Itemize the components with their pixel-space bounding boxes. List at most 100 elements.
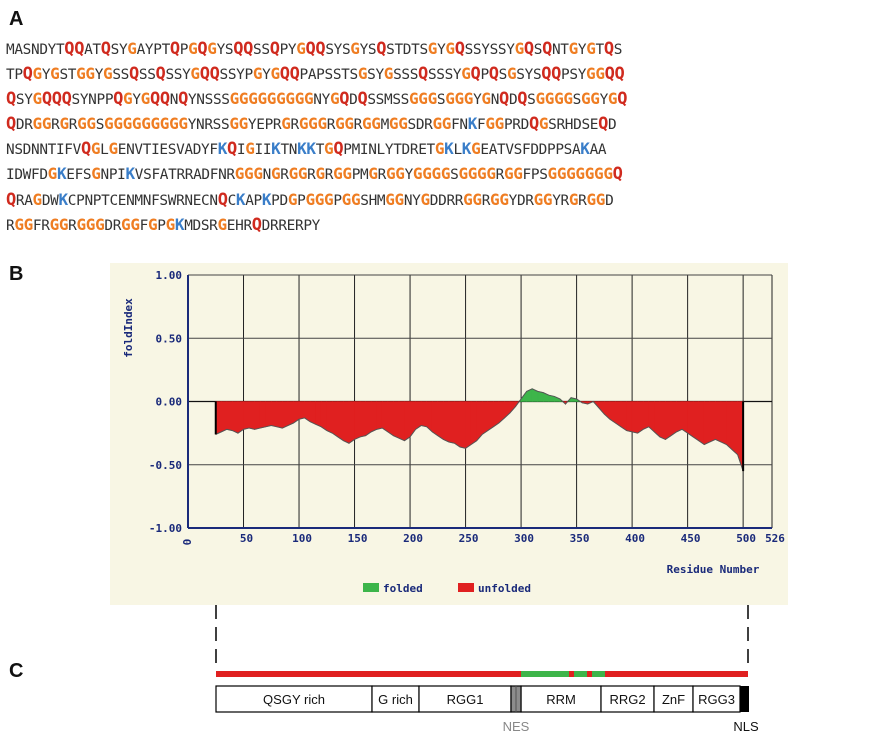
residue-q: Q xyxy=(289,64,300,85)
residue-g: G xyxy=(296,39,306,58)
residue-g: G xyxy=(234,164,245,184)
residue: M xyxy=(384,92,393,109)
unfolded-segment xyxy=(637,401,644,434)
residue-g: G xyxy=(127,39,137,58)
residue-q: Q xyxy=(517,89,528,110)
residue-g: G xyxy=(248,89,258,109)
residue-g: G xyxy=(141,114,151,134)
domain-label: RRM xyxy=(546,692,576,707)
residue: S xyxy=(386,42,395,58)
residue-g: G xyxy=(140,89,151,109)
x-tick-label: 500 xyxy=(736,532,756,545)
residue-q: Q xyxy=(178,89,188,110)
residue: T xyxy=(497,142,506,159)
residue: W xyxy=(167,192,177,209)
residue-g: G xyxy=(490,189,500,209)
residue: P xyxy=(96,92,106,109)
residue: E xyxy=(286,217,296,234)
residue-q: Q xyxy=(528,114,539,135)
residue-g: G xyxy=(49,214,60,234)
residue-g: G xyxy=(388,114,399,134)
residue-g: G xyxy=(412,164,423,184)
residue: L xyxy=(453,142,462,159)
residue-g: G xyxy=(297,164,308,184)
residue: S xyxy=(159,192,168,209)
disorder-bar xyxy=(216,671,748,677)
residue: R xyxy=(512,117,521,134)
unfolded-segment xyxy=(387,401,394,437)
unfolded-segment xyxy=(343,401,350,444)
unfolded-segment xyxy=(703,401,711,445)
residue: E xyxy=(480,142,489,159)
residue: D xyxy=(438,192,447,209)
residue: A xyxy=(597,142,607,159)
residue: Y xyxy=(262,67,271,84)
residue-g: G xyxy=(533,189,544,209)
residue: P xyxy=(279,42,289,58)
panel-label-a: A xyxy=(9,8,24,30)
residue: D xyxy=(192,142,202,159)
residue: N xyxy=(126,192,135,209)
residue: F xyxy=(64,142,73,159)
residue-g: G xyxy=(434,139,445,159)
residue-g: G xyxy=(594,164,604,184)
residue: P xyxy=(303,217,312,234)
residue: S xyxy=(516,67,525,84)
residue-q: Q xyxy=(80,139,91,160)
domain-label: RGG3 xyxy=(698,692,735,707)
residue: S xyxy=(95,117,105,134)
residue-g: G xyxy=(324,139,334,159)
residue-g: G xyxy=(90,139,101,159)
unfolded-segment xyxy=(326,401,333,434)
unfolded-segment xyxy=(226,401,233,431)
residue-g: G xyxy=(427,89,438,109)
residue: Y xyxy=(236,67,245,84)
residue: H xyxy=(368,192,378,209)
residue: P xyxy=(253,192,263,209)
residue-q: Q xyxy=(542,39,552,59)
residue: A xyxy=(159,167,169,184)
residue: M xyxy=(184,217,193,234)
residue: D xyxy=(429,192,439,209)
unfolded-segment xyxy=(348,401,355,444)
residue: P xyxy=(561,67,570,84)
residue: S xyxy=(221,117,230,134)
residue-q: Q xyxy=(523,39,534,59)
residue-q: Q xyxy=(269,39,280,59)
residue: Y xyxy=(182,67,191,84)
residue-q: Q xyxy=(333,139,344,160)
residue-g: G xyxy=(568,189,579,209)
unfolded-segment xyxy=(365,401,372,437)
legend-swatch-folded xyxy=(363,583,379,592)
residue-g: G xyxy=(32,89,43,109)
residue: Y xyxy=(506,42,515,58)
residue: S xyxy=(450,167,459,184)
residue-g: G xyxy=(276,89,286,109)
residue-q: Q xyxy=(339,89,350,110)
residue-g: G xyxy=(535,89,545,109)
residue-g: G xyxy=(575,164,585,184)
residue: M xyxy=(380,117,390,134)
residue: S xyxy=(419,42,428,58)
residue: Y xyxy=(201,142,210,159)
unfolded-segment xyxy=(670,401,677,437)
residue-g: G xyxy=(422,164,432,184)
residue: D xyxy=(201,167,210,184)
x-tick-label: 50 xyxy=(240,532,253,545)
residue: Y xyxy=(132,92,141,109)
unfolded-segment xyxy=(720,401,727,445)
unfolded-segment xyxy=(287,401,294,427)
residue: L xyxy=(100,142,109,159)
residue-g: G xyxy=(586,39,596,58)
residue: Y xyxy=(481,42,490,58)
residue: I xyxy=(359,142,369,159)
residue: S xyxy=(489,42,499,58)
residue-k: K xyxy=(271,139,281,159)
residue-q: Q xyxy=(64,39,75,59)
residue: D xyxy=(349,92,358,109)
residue: P xyxy=(271,192,280,209)
residue-g: G xyxy=(408,89,419,109)
residue-q: Q xyxy=(113,89,124,110)
unfolded-segment xyxy=(265,401,272,428)
residue: S xyxy=(324,67,334,84)
